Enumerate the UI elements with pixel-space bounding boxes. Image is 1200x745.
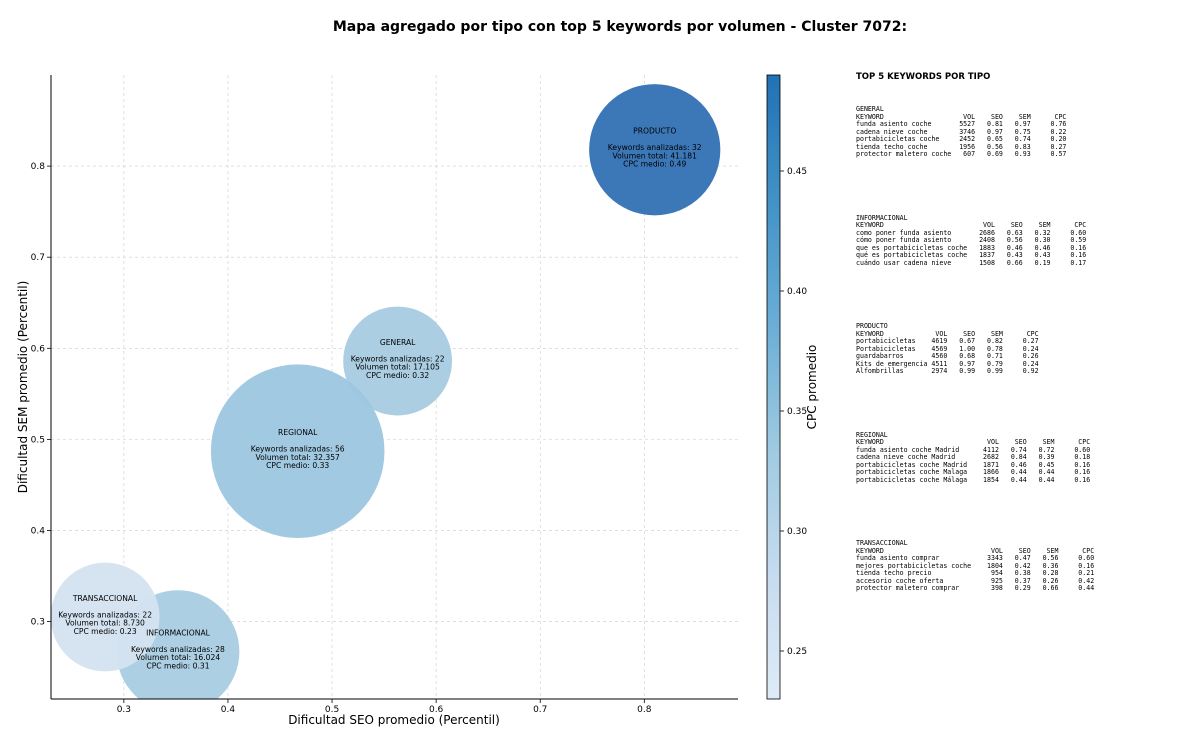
colorbar-tick-label: 0.35: [787, 407, 807, 417]
bubble-stat-label: Volumen total: 16.024: [136, 653, 221, 662]
group-producto: PRODUCTO KEYWORD VOL SEO SEM CPC portabi…: [856, 322, 1186, 376]
group-name: PRODUCTO: [856, 322, 888, 330]
y-axis-label: Dificultad SEM promedio (Percentil): [16, 281, 30, 494]
x-tick-label: 0.7: [533, 705, 547, 715]
bubble-stat-label: Volumen total: 41.181: [613, 151, 698, 160]
x-tick-label: 0.6: [429, 705, 444, 715]
bubble-stat-label: CPC medio: 0.31: [146, 661, 209, 670]
bubble-stat-label: Keywords analizadas: 28: [131, 645, 225, 654]
bubble-type-label: INFORMACIONAL: [146, 629, 211, 638]
colorbar-tick-label: 0.25: [787, 647, 807, 657]
group-general: GENERAL KEYWORD VOL SEO SEM CPC funda as…: [856, 105, 1186, 159]
x-axis-label: Dificultad SEO promedio (Percentil): [288, 713, 500, 727]
top-keywords-panel: TOP 5 KEYWORDS POR TIPO GENERAL KEYWORD …: [856, 72, 1186, 593]
bubble-type-label: PRODUCTO: [633, 127, 676, 136]
group-table: KEYWORD VOL SEO SEM CPC funda asiento co…: [856, 546, 1095, 592]
y-tick-label: 0.7: [31, 253, 45, 263]
x-tick-label: 0.8: [637, 705, 652, 715]
y-axis-ticks: 0.3 0.4 0.5 0.6 0.7 0.8: [31, 162, 51, 628]
group-informacional: INFORMACIONAL KEYWORD VOL SEO SEM CPC co…: [856, 213, 1186, 268]
colorbar-ticks: 0.25 0.30 0.35 0.40 0.45: [780, 167, 807, 657]
bubble-stat-label: Volumen total: 32.357: [256, 453, 341, 462]
colorbar-tick-label: 0.30: [787, 527, 807, 537]
group-name: GENERAL: [856, 105, 884, 113]
bubble-stat-label: Volumen total: 17.105: [355, 363, 440, 372]
bubble-layer: [51, 84, 721, 699]
bubble: [589, 84, 721, 216]
group-name: REGIONAL: [856, 430, 888, 439]
panel-title: TOP 5 KEYWORDS POR TIPO: [856, 72, 991, 82]
bubble: [343, 306, 453, 416]
bubble: [51, 562, 160, 672]
y-tick-label: 0.8: [31, 162, 46, 172]
colorbar-tick-label: 0.40: [787, 287, 807, 297]
x-tick-label: 0.5: [325, 705, 339, 715]
group-table: KEYWORD VOL SEO SEM CPC funda asiento co…: [856, 112, 1067, 158]
group-name: INFORMACIONAL: [856, 213, 908, 222]
group-table: KEYWORD VOL SEO SEM CPC funda asiento co…: [856, 438, 1091, 484]
y-tick-label: 0.5: [31, 435, 45, 445]
group-table: KEYWORD VOL SEO SEM CPC como poner funda…: [856, 221, 1087, 267]
chart-title: Mapa agregado por tipo con top 5 keyword…: [333, 19, 907, 35]
colorbar-tick-label: 0.45: [787, 167, 807, 177]
bubble-stat-label: CPC medio: 0.49: [623, 159, 686, 168]
y-tick-label: 0.3: [31, 618, 45, 628]
bubble-stat-label: Keywords analizadas: 56: [251, 445, 345, 454]
bubble-stat-label: Keywords analizadas: 32: [608, 143, 702, 152]
bubble-stat-label: CPC medio: 0.23: [74, 627, 137, 636]
y-tick-label: 0.6: [31, 344, 46, 354]
y-tick-label: 0.4: [31, 526, 46, 536]
group-name: TRANSACCIONAL: [856, 539, 908, 547]
bubble-type-label: REGIONAL: [278, 428, 318, 437]
group-regional: REGIONAL KEYWORD VOL SEO SEM CPC funda a…: [856, 430, 1186, 485]
bubble-type-label: TRANSACCIONAL: [72, 594, 138, 603]
x-tick-label: 0.4: [221, 705, 236, 715]
bubble-stat-label: CPC medio: 0.32: [366, 371, 429, 380]
bubble-type-label: GENERAL: [380, 338, 416, 347]
bubble-stat-label: Keywords analizadas: 22: [351, 354, 445, 363]
x-axis-ticks: 0.3 0.4 0.5 0.6 0.7 0.8: [117, 699, 652, 715]
bubble-stat-label: Keywords analizadas: 22: [58, 610, 152, 619]
bubble-stat-label: Volumen total: 8.730: [65, 619, 145, 628]
group-transaccional: TRANSACCIONAL KEYWORD VOL SEO SEM CPC fu…: [856, 539, 1186, 593]
bubble: [210, 364, 385, 539]
group-table: KEYWORD VOL SEO SEM CPC portabicicletas …: [856, 329, 1039, 375]
x-tick-label: 0.3: [117, 705, 131, 715]
colorbar-label: CPC promedio: [805, 345, 819, 430]
colorbar: [766, 74, 781, 700]
bubble-stat-label: CPC medio: 0.33: [266, 461, 329, 470]
